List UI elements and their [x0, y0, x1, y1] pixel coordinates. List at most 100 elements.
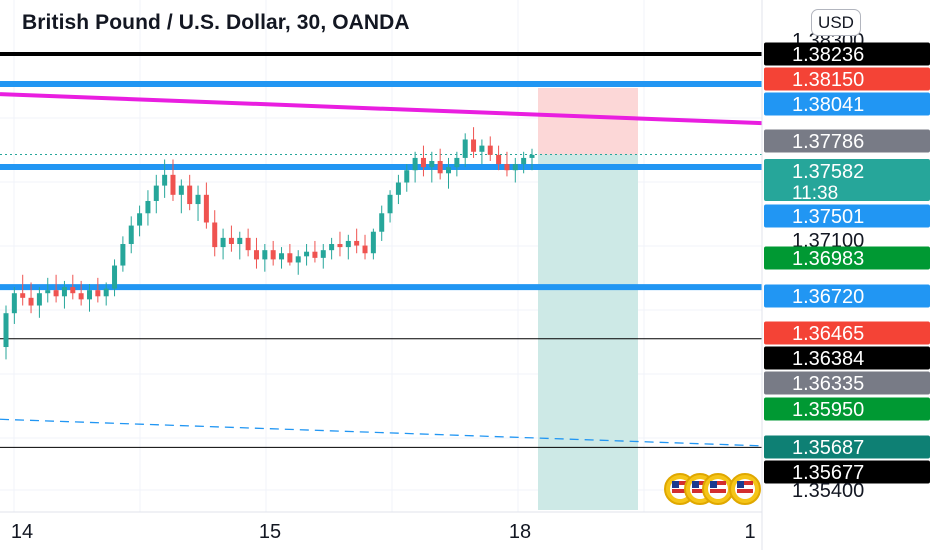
price-label-bg: [764, 67, 930, 91]
price-label-bg: [764, 204, 930, 228]
price-label: 1.38236: [792, 44, 864, 66]
candle-body: [287, 253, 293, 263]
price-label: 1.35400: [792, 480, 864, 502]
candle-body: [20, 293, 26, 298]
candle-body: [245, 237, 251, 251]
currency-button[interactable]: USD: [811, 9, 861, 36]
price-label: 1.36983: [792, 248, 864, 270]
candle-body: [395, 182, 401, 195]
candle-body: [170, 174, 176, 195]
candle-body: [45, 290, 51, 294]
candle-body: [262, 250, 268, 260]
candlesticks: [3, 127, 535, 360]
candle-body: [212, 222, 218, 248]
flag-canton: [692, 481, 699, 488]
candle-body: [11, 293, 17, 314]
candle-body: [162, 174, 168, 186]
price-label-bg: [764, 92, 930, 116]
price-label: 1.36384: [792, 348, 864, 370]
candle-body: [446, 167, 452, 174]
flag-canton: [710, 481, 717, 488]
candle-body: [329, 244, 335, 251]
price-label-bg: [764, 397, 930, 421]
flag-stripe: [737, 489, 753, 493]
price-label-bg: [764, 460, 930, 484]
candle-body: [370, 231, 376, 254]
candle-body: [354, 240, 360, 246]
candle-body: [237, 237, 243, 245]
dashed-level-line: [0, 418, 763, 447]
price-label-bg: [764, 346, 930, 370]
candle-body: [295, 256, 301, 263]
time-tick-label: 1: [744, 521, 755, 543]
candle-body: [320, 250, 326, 258]
candle-body: [362, 245, 368, 254]
candle-body: [387, 194, 393, 214]
time-tick-label: 14: [11, 521, 33, 543]
candle-body: [479, 145, 485, 152]
price-label: 1.36465: [792, 323, 864, 345]
price-label-bg: [764, 246, 930, 270]
price-label: 1.36335: [792, 373, 864, 395]
flag-stripe: [672, 481, 688, 485]
price-label: 1.37501: [792, 206, 864, 228]
candle-body: [279, 253, 285, 260]
candle-body: [3, 313, 9, 348]
candle-body: [128, 225, 134, 245]
price-label-bg: [764, 435, 930, 459]
candle-body: [103, 288, 109, 297]
flag-stripe: [710, 481, 726, 485]
chart-grid: [0, 0, 762, 512]
candle-body: [379, 213, 385, 232]
chart-title: British Pound / U.S. Dollar, 30, OANDA: [22, 11, 410, 34]
candle-body: [228, 237, 234, 245]
price-label-bg: [764, 321, 930, 345]
flag-badges: [664, 473, 761, 505]
price-label: 1.38041: [792, 94, 864, 116]
take-profit-zone: [538, 154, 638, 510]
trend-line: [0, 92, 763, 126]
flag-canton: [672, 481, 679, 488]
price-label: 1.36720: [792, 286, 864, 308]
candle-body: [95, 290, 101, 297]
candle-body: [195, 194, 201, 205]
price-label-bg: [764, 284, 930, 308]
price-label: 1.35950: [792, 399, 864, 421]
candle-body: [504, 164, 510, 171]
candle-body: [412, 157, 418, 171]
flag-stripe: [692, 481, 708, 485]
candle-body: [78, 293, 84, 300]
candle-body: [36, 293, 42, 306]
position-zones: [538, 88, 638, 510]
candle-body: [471, 139, 477, 152]
price-label: 1.38150: [792, 69, 864, 91]
candle-body: [120, 244, 126, 266]
flag-canton: [737, 481, 744, 488]
flag-stripe: [672, 489, 688, 493]
time-axis: 14 15 18 1: [0, 511, 762, 543]
candle-body: [454, 157, 460, 168]
candle-body: [312, 251, 318, 258]
price-label: 1.35677: [792, 462, 864, 484]
countdown-label: 11:38: [792, 183, 838, 204]
candle-body: [529, 154, 535, 158]
price-label-bg: [764, 159, 930, 201]
candle-body: [70, 287, 76, 294]
price-label: 1.37786: [792, 131, 864, 153]
candle-body: [187, 185, 193, 205]
candle-body: [28, 297, 34, 306]
candle-body: [404, 170, 410, 183]
candle-body: [145, 200, 151, 214]
candle-body: [220, 237, 226, 248]
candle-body: [304, 251, 310, 257]
candle-body: [112, 265, 118, 289]
horizontal-lines: [0, 52, 763, 448]
candle-body: [437, 161, 443, 174]
price-label-bg: [764, 129, 930, 153]
time-tick-label: 15: [259, 521, 281, 543]
candle-body: [53, 290, 59, 297]
candle-body: [496, 154, 502, 165]
candle-body: [153, 185, 159, 201]
price-label-bg: [764, 42, 930, 66]
